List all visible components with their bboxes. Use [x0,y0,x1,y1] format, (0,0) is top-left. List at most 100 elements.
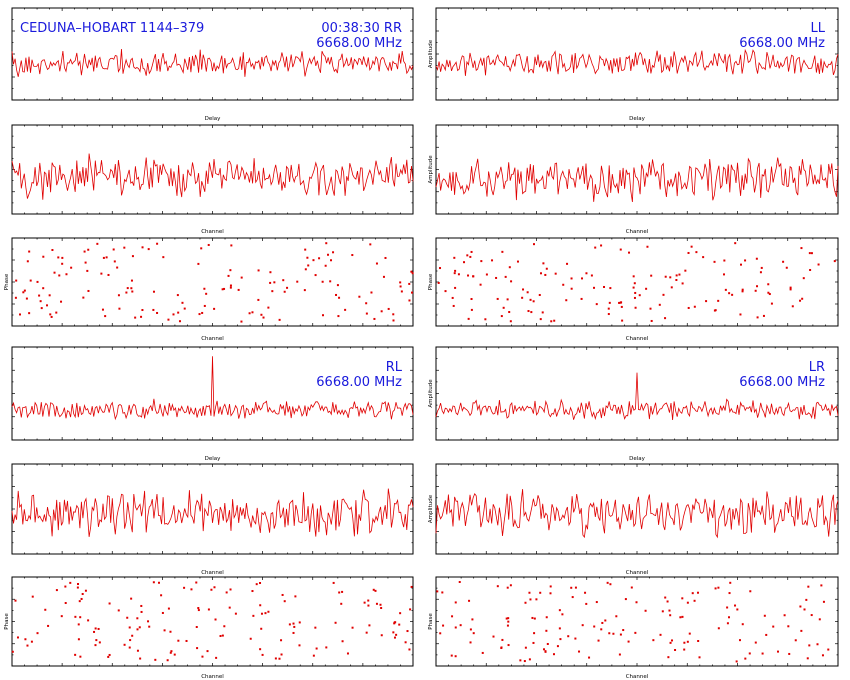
phase-point [681,282,684,285]
phase-point [29,279,32,282]
phase-point [662,293,665,296]
phase-point [11,650,14,653]
phase-point [522,288,525,291]
phase-point [406,630,409,633]
phase-point [570,277,573,280]
phase-point [533,632,536,635]
phase-point [370,291,373,294]
phase-point [454,655,457,658]
phase-point [177,311,180,314]
panel-RR-delay: Delay [11,7,414,122]
phase-point [632,286,635,289]
phase-point [398,623,401,626]
phase-point [454,626,457,629]
phase-point [524,601,527,604]
phase-point [686,601,689,604]
phase-point [500,646,503,649]
phase-point [197,607,200,610]
phase-point [351,254,354,257]
phase-point [558,609,561,612]
phase-point [214,618,217,621]
phase-point [387,307,390,310]
phase-point [574,637,577,640]
x-axis-label: Delay [205,456,222,462]
phase-point [669,276,672,279]
phase-point [123,246,126,249]
phase-point [61,262,64,265]
phase-point [278,318,281,321]
y-axis-label: Phase [428,613,434,630]
phase-point [799,299,802,302]
phase-point [166,659,169,662]
phase-point [684,269,687,272]
phase-point [546,642,549,645]
phase-point [607,313,610,316]
phase-point [281,593,284,596]
phase-point [227,274,230,277]
phase-point [570,586,573,589]
x-axis-label: Delay [629,116,646,122]
phase-point [581,277,584,280]
phase-point [100,272,103,275]
phase-point [140,315,143,318]
phase-point [176,294,179,297]
phase-point [807,585,810,588]
phase-point [80,597,83,600]
panel-frame [11,463,414,555]
phase-point [595,601,598,604]
phase-point [338,591,341,594]
phase-point [44,608,47,611]
phase-point [800,629,803,632]
phase-point [679,616,682,619]
phase-point [717,586,720,589]
phase-point [131,290,134,293]
phase-point [173,653,176,656]
panel-LR-delay: Delay Amplitude [428,346,839,462]
phase-point [365,312,368,315]
phase-point [219,635,222,638]
phase-point [411,272,414,275]
phase-point [408,648,411,651]
phase-point [734,242,737,245]
phase-point [506,298,509,301]
phase-point [705,300,708,303]
phase-point [118,307,121,310]
phase-point [125,291,128,294]
phase-point [600,244,603,247]
phase-point [761,652,764,655]
phase-point [669,641,672,644]
phase-point [570,287,573,290]
phase-point [754,641,757,644]
phase-point [538,293,541,296]
phase-point [74,653,77,656]
phase-point [519,659,522,662]
phase-point [714,587,717,590]
phase-point [728,592,731,595]
phase-point [593,286,596,289]
phase-point [117,294,120,297]
phase-point [15,279,18,282]
panel-RL-phase: Channel Phase [4,576,414,680]
phase-point [42,287,45,290]
phase-point [620,301,623,304]
phase-point [805,598,808,601]
phase-point [588,656,591,659]
phase-point [601,621,604,624]
phase-point [808,252,811,255]
phase-point [789,288,792,291]
phase-point [634,631,637,634]
phase-point [467,317,470,320]
phase-point [130,279,133,282]
phase-point [257,269,260,272]
phase-point [532,641,535,644]
phase-point [373,317,376,320]
phase-point [618,301,621,304]
phase-point [439,632,442,635]
phase-point [207,608,210,611]
phase-point [60,615,63,618]
phase-point [628,251,631,254]
phase-point [535,598,538,601]
phase-point [526,291,529,294]
phase-point [24,638,27,641]
phase-point [619,248,622,251]
